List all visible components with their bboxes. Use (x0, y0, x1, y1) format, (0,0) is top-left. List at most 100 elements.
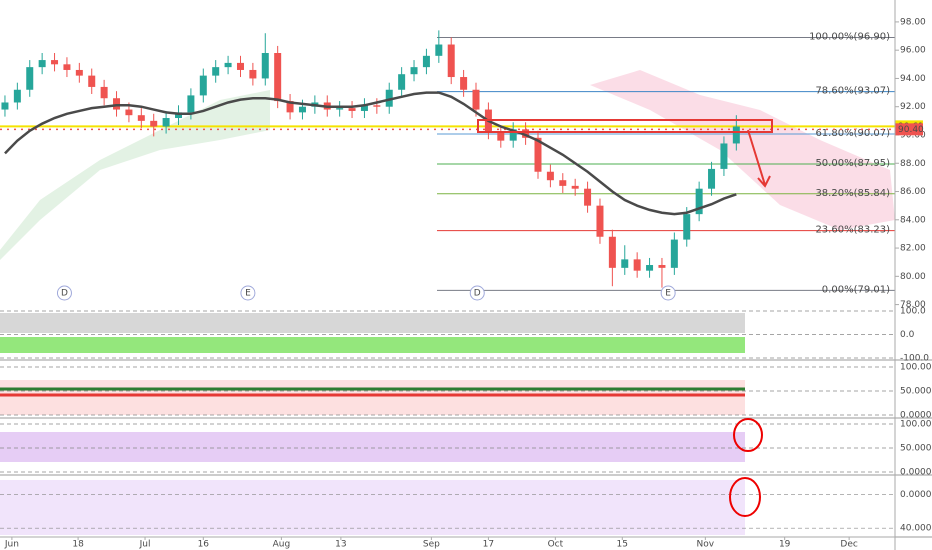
panel-layer: 100.00.0-100.0100.000050.00000.0000100.0… (0, 306, 932, 538)
candle-body (224, 62, 232, 68)
candle-body (695, 188, 703, 215)
fib-label: 50.00%(87.95) (815, 158, 890, 169)
candle-body (274, 53, 282, 102)
fib-label: 61.80%(90.07) (815, 128, 890, 139)
panel-bars (0, 337, 745, 353)
x-tick-label: 13 (335, 540, 346, 550)
candle-body (559, 180, 567, 186)
candle-body (348, 108, 356, 111)
event-label: D (474, 289, 481, 299)
candle-body (373, 105, 381, 107)
cloud-red (590, 70, 895, 230)
candle-body (26, 67, 34, 90)
arrow (747, 129, 771, 188)
event-label: E (245, 289, 251, 299)
y-tick-label: 78.00 (900, 300, 926, 310)
candle-body (249, 69, 257, 79)
candle-body (100, 86, 108, 99)
x-tick-label: 15 (617, 540, 628, 550)
candle-body (410, 67, 418, 75)
price-badge (895, 123, 923, 136)
candle-body (633, 259, 641, 271)
panel-tick-label: -100.0 (900, 354, 929, 364)
panel-tick-label: 100.0000 (900, 362, 932, 372)
candle-body (398, 74, 406, 90)
candle-body (670, 239, 678, 268)
panel-tick-label: 100.0000 (900, 419, 932, 429)
x-tick-label: 18 (72, 540, 84, 550)
plot-layer: 78.00 80.00 82.00 84.00 86.00 88.00 90.00 92.00… (0, 17, 926, 550)
candle-body (385, 89, 393, 107)
y-tick-label: 80.00 (900, 272, 926, 282)
panel-tick-label: 0.0000 (900, 467, 932, 477)
candle-body (286, 101, 294, 113)
candle-body (658, 265, 666, 268)
zone-box (477, 119, 773, 133)
y-tick-label: 94.00 (900, 74, 926, 84)
candle-body (212, 67, 220, 76)
x-tick-label: Nov (697, 540, 715, 550)
candle-body (596, 205, 604, 237)
event-marker (56, 285, 72, 301)
x-tick-label: Sep (423, 540, 440, 550)
candle-body (162, 118, 170, 127)
event-marker (240, 285, 256, 301)
event-marker (660, 285, 676, 301)
event-marker (469, 285, 485, 301)
panel-tick-label: 100.0 (900, 306, 926, 316)
candle-body (13, 89, 21, 103)
candle-body (447, 44, 455, 78)
candle-body (236, 62, 244, 70)
candle-body (88, 75, 96, 87)
candle-body (38, 60, 46, 68)
candle-body (720, 143, 728, 169)
panel-bars (0, 313, 745, 333)
candle-body (522, 129, 530, 138)
fib-label: 78.60%(93.07) (815, 86, 890, 97)
candle-body (534, 137, 542, 172)
x-tick-label: Aug (273, 540, 291, 550)
candle-body (175, 112, 183, 119)
panel-fill (0, 432, 745, 462)
panel-tick-label: 40.0000 (900, 524, 932, 534)
candle-body (708, 168, 716, 189)
candle-body (621, 259, 629, 268)
candle-body (571, 185, 579, 189)
event-label: D (61, 289, 68, 299)
highlight-circle (729, 477, 761, 517)
fib-label: 38.20%(85.84) (815, 188, 890, 199)
candle-body (113, 98, 121, 110)
candle-body (472, 89, 480, 110)
highlight-circle (733, 418, 763, 452)
candle-body (199, 75, 207, 96)
candle-body (435, 44, 443, 56)
candle-body (646, 265, 654, 271)
y-tick-label: 86.00 (900, 187, 926, 197)
candle-body (261, 53, 269, 79)
candle-body (608, 236, 616, 268)
cloud-green (0, 90, 270, 260)
y-tick-label: 90.00 (900, 130, 926, 140)
candle-body (1, 102, 9, 110)
y-tick-label: 88.00 (900, 159, 926, 169)
candle-body (546, 171, 554, 181)
fib-label: 23.60%(83.23) (815, 225, 890, 236)
candle-body (497, 132, 505, 141)
panel-tick-label: 0.0 (900, 330, 915, 340)
candle-body (336, 108, 344, 110)
panel-fill (0, 480, 745, 535)
candle-body (683, 214, 691, 240)
x-tick-label: Dec (840, 540, 857, 550)
candle-body (509, 129, 517, 141)
moving-average (4, 91, 737, 216)
candle-body (360, 105, 368, 111)
candle-body (51, 60, 59, 65)
fib-label: 100.00%(96.90) (809, 31, 890, 42)
event-label: E (665, 289, 671, 299)
candle-body (137, 115, 145, 121)
x-tick-label: 17 (483, 540, 494, 550)
y-tick-label: 82.00 (900, 244, 926, 254)
panel-fill (0, 380, 745, 415)
fib-label: 0.00%(79.01) (822, 284, 890, 295)
candle-body (460, 77, 468, 90)
